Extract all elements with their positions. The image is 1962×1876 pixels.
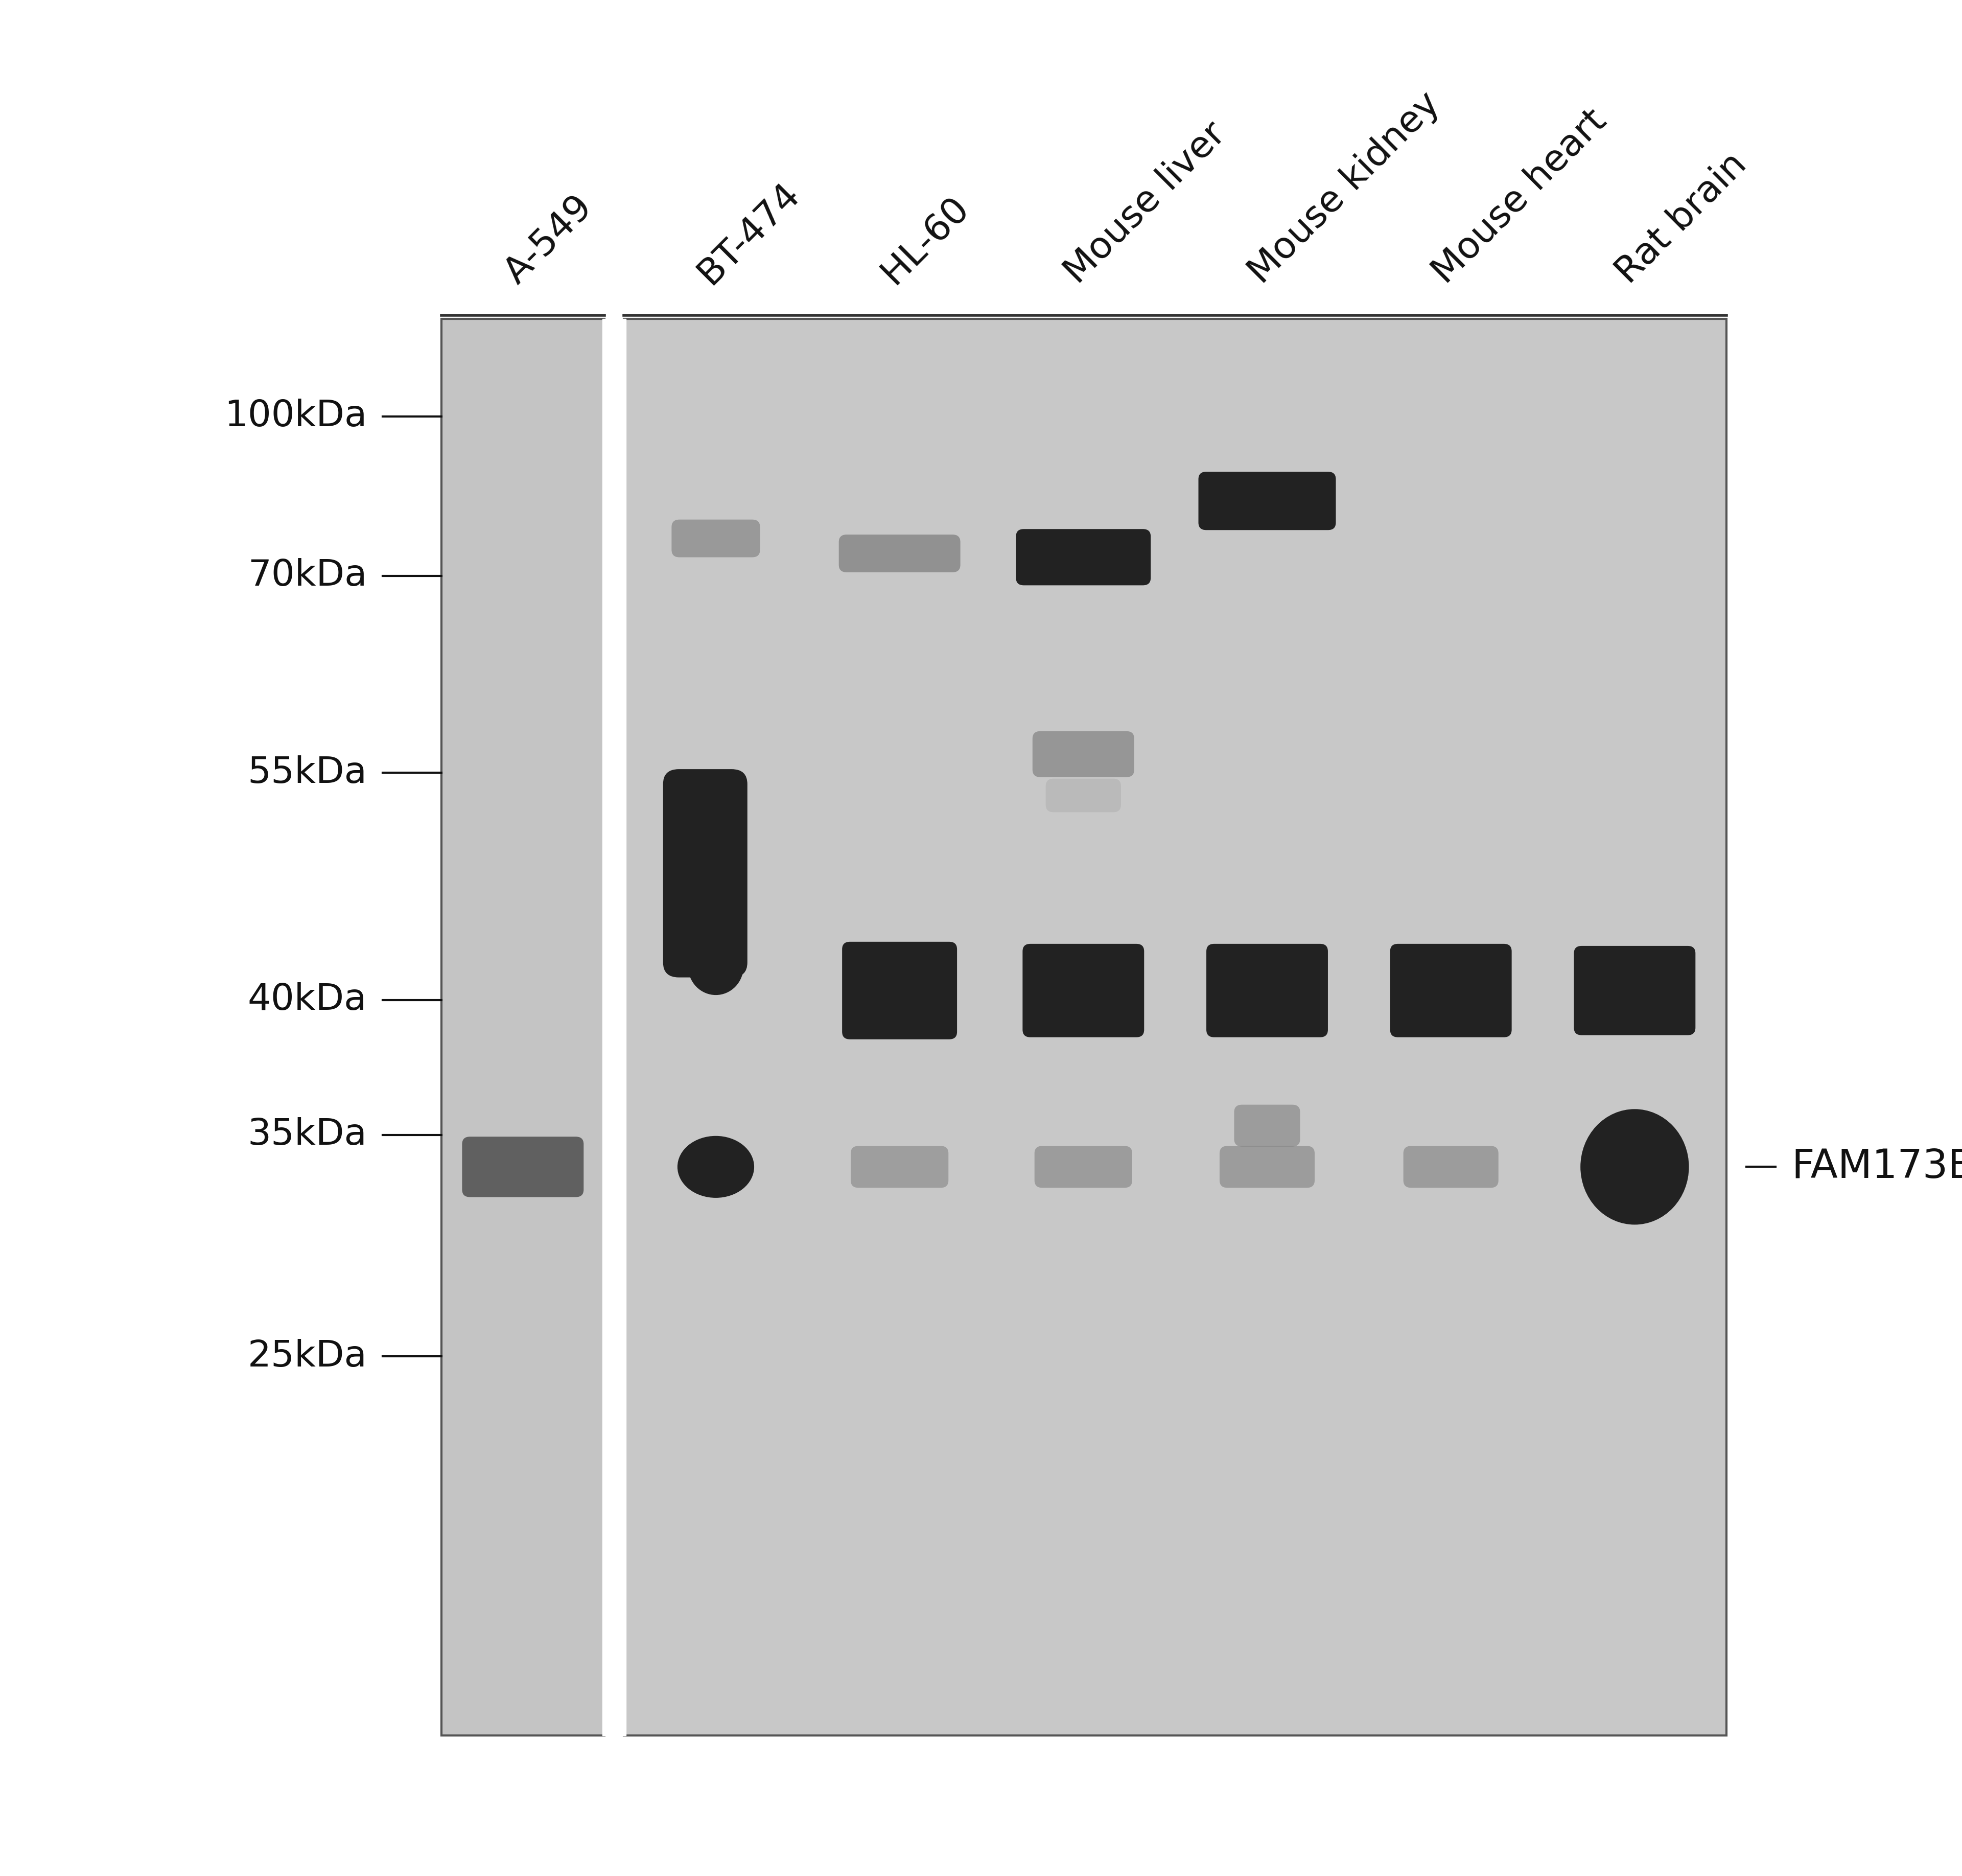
Text: 25kDa: 25kDa: [247, 1339, 367, 1373]
FancyBboxPatch shape: [624, 319, 1727, 1735]
Text: Rat brain: Rat brain: [1609, 146, 1754, 291]
FancyBboxPatch shape: [1034, 1146, 1132, 1188]
FancyBboxPatch shape: [463, 1137, 583, 1197]
Ellipse shape: [677, 1137, 753, 1199]
Text: HL-60: HL-60: [875, 189, 975, 291]
FancyBboxPatch shape: [1022, 944, 1144, 1037]
FancyBboxPatch shape: [1234, 1105, 1301, 1146]
Text: 40kDa: 40kDa: [247, 983, 367, 1017]
FancyBboxPatch shape: [1207, 944, 1328, 1037]
Text: 55kDa: 55kDa: [247, 756, 367, 790]
Bar: [602, 319, 626, 1735]
FancyBboxPatch shape: [1574, 946, 1695, 1036]
FancyBboxPatch shape: [842, 942, 957, 1039]
FancyBboxPatch shape: [1220, 1146, 1315, 1188]
FancyBboxPatch shape: [1016, 529, 1152, 585]
Text: FAM173B: FAM173B: [1791, 1148, 1962, 1186]
Text: BT-474: BT-474: [691, 174, 806, 291]
Ellipse shape: [1581, 1109, 1689, 1225]
Ellipse shape: [689, 938, 744, 994]
Text: Mouse kidney: Mouse kidney: [1242, 86, 1448, 291]
FancyBboxPatch shape: [663, 769, 748, 977]
Text: Mouse heart: Mouse heart: [1426, 103, 1613, 291]
FancyBboxPatch shape: [1032, 732, 1134, 777]
FancyBboxPatch shape: [1403, 1146, 1499, 1188]
FancyBboxPatch shape: [840, 535, 959, 572]
FancyBboxPatch shape: [852, 1146, 948, 1188]
FancyBboxPatch shape: [671, 520, 759, 557]
FancyBboxPatch shape: [441, 319, 604, 1735]
Text: Mouse liver: Mouse liver: [1058, 116, 1232, 291]
FancyBboxPatch shape: [1391, 944, 1511, 1037]
Text: 70kDa: 70kDa: [247, 559, 367, 593]
Text: 100kDa: 100kDa: [224, 400, 367, 433]
Text: 35kDa: 35kDa: [247, 1118, 367, 1152]
Text: A-549: A-549: [498, 189, 598, 291]
FancyBboxPatch shape: [1199, 471, 1336, 531]
FancyBboxPatch shape: [1046, 779, 1120, 812]
